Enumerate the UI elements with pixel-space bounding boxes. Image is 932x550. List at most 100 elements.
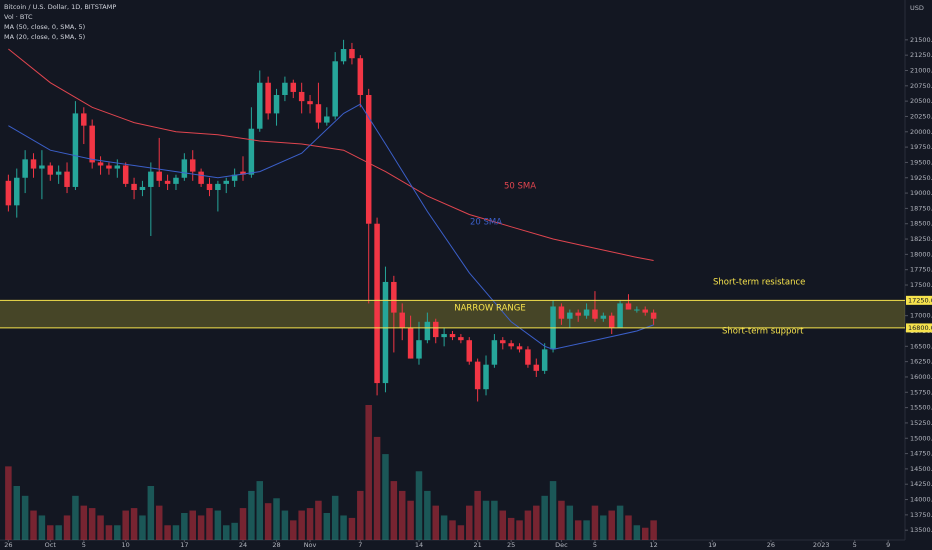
candle-body: [424, 321, 431, 341]
x-tick-label: 26: [4, 541, 12, 549]
candle-body: [449, 334, 456, 338]
candle-body: [22, 159, 28, 178]
candle-body: [508, 343, 514, 347]
volume-bar: [348, 517, 356, 540]
y-tick-label: 19250.00: [910, 174, 932, 182]
y-tick-label: 21250.00: [910, 51, 932, 59]
volume-bar: [155, 505, 163, 540]
volume-bar: [97, 515, 104, 540]
volume-bar: [130, 508, 138, 540]
candle-body: [600, 315, 607, 319]
x-tick-label: 25: [507, 541, 515, 549]
candle-body: [39, 165, 45, 169]
x-tick-label: 7: [358, 541, 362, 549]
x-tick-label: 5: [82, 541, 86, 549]
candle-body: [391, 281, 397, 313]
candle-body: [231, 174, 238, 181]
candle-body: [567, 312, 573, 319]
ma-line: [8, 103, 654, 350]
y-tick-label: 19750.00: [910, 143, 932, 151]
candle-body: [324, 116, 330, 123]
volume-legend: Vol · BTC: [4, 13, 33, 21]
candle-body: [315, 104, 322, 123]
volume-bar: [105, 525, 113, 540]
volume-bar: [256, 481, 264, 540]
y-tick-label: 21500.00: [910, 36, 932, 44]
candle-body: [533, 364, 540, 371]
volume-bar: [315, 500, 322, 540]
candle-body: [416, 340, 422, 359]
y-tick-label: 21000.00: [910, 66, 932, 74]
y-tick-label: 15250.00: [910, 419, 932, 427]
chart-title: Bitcoin / U.S. Dollar, 1D, BITSTAMP: [4, 3, 116, 11]
volume-bar: [164, 525, 171, 540]
candle-body: [483, 364, 489, 390]
y-tick-label: 18000.00: [910, 250, 932, 258]
candle-body: [500, 340, 506, 344]
candle-body: [474, 361, 481, 390]
y-tick-label: 14750.00: [910, 450, 932, 458]
volume-bar: [264, 503, 272, 540]
volume-bar: [38, 515, 46, 540]
volume-bar: [558, 500, 565, 540]
candle-body: [114, 165, 121, 169]
y-tick-label: 16250.00: [910, 358, 932, 366]
volume-bar: [331, 495, 339, 540]
volume-bar: [541, 495, 548, 540]
candle-body: [198, 171, 204, 184]
candle-body: [357, 58, 364, 96]
y-tick-label: 18750.00: [910, 204, 932, 212]
volume-bar: [449, 520, 456, 540]
x-tick-label: 9: [886, 541, 890, 549]
candle-body: [72, 113, 79, 187]
volume-bar: [231, 522, 238, 540]
x-tick-label: 5: [853, 541, 857, 549]
volume-bar: [625, 515, 632, 540]
volume-bar: [507, 517, 515, 540]
y-tick-label: 13750.00: [910, 511, 932, 519]
annotation: NARROW RANGE: [454, 304, 525, 314]
candle-body: [650, 312, 657, 319]
candle-body: [349, 49, 355, 59]
candle-body: [399, 312, 405, 328]
y-tick-label: 20000.00: [910, 128, 932, 136]
candle-body: [148, 171, 154, 187]
y-tick-label: 17750.00: [910, 266, 932, 274]
level-price-box: [906, 295, 932, 305]
candle-body: [441, 334, 447, 338]
candle-body: [608, 315, 615, 328]
volume-bar: [600, 515, 607, 540]
volume-bar: [281, 510, 289, 540]
volume-bar: [373, 436, 381, 540]
y-tick-label: 17500.00: [910, 281, 932, 289]
y-tick-label: 20750.00: [910, 82, 932, 90]
candle-body: [181, 159, 188, 178]
y-tick-label: 15000.00: [910, 434, 932, 442]
x-tick-label: 12: [649, 541, 657, 549]
volume-bar: [80, 505, 88, 540]
y-tick-label: 17000.00: [910, 312, 932, 320]
volume-bar: [181, 513, 188, 540]
annotation: Short-term resistance: [713, 278, 805, 288]
y-tick-label: 15750.00: [910, 388, 932, 396]
volume-bar: [533, 505, 540, 540]
x-tick-label: Dec: [555, 541, 568, 549]
candle-body: [173, 177, 179, 184]
volume-bar: [290, 520, 297, 540]
volume-bar: [122, 510, 129, 540]
candle-body: [189, 159, 196, 172]
volume-bar: [415, 471, 423, 540]
candle-body: [89, 125, 95, 163]
annotation: Short-term support: [722, 327, 804, 337]
volume-bar: [633, 525, 641, 540]
volume-bar: [482, 500, 490, 540]
volume-bar: [63, 515, 71, 540]
volume-bar: [72, 495, 79, 540]
candle-body: [634, 309, 640, 311]
candle-body: [240, 171, 246, 175]
volume-bar: [88, 508, 96, 540]
volume-bar: [440, 515, 448, 540]
candle-body: [257, 82, 263, 129]
volume-bar: [650, 520, 657, 540]
volume-bar: [214, 510, 222, 540]
